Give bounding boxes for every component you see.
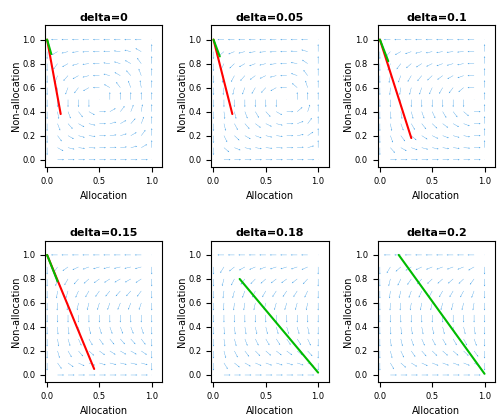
X-axis label: Allocation: Allocation: [246, 407, 294, 417]
Title: delta=0.2: delta=0.2: [406, 228, 467, 239]
X-axis label: Allocation: Allocation: [80, 191, 128, 201]
Title: delta=0.1: delta=0.1: [406, 13, 467, 23]
Y-axis label: Non-allocation: Non-allocation: [10, 276, 20, 346]
X-axis label: Allocation: Allocation: [412, 407, 461, 417]
Title: delta=0.18: delta=0.18: [236, 228, 304, 239]
X-axis label: Allocation: Allocation: [80, 407, 128, 417]
Y-axis label: Non-allocation: Non-allocation: [344, 276, 353, 346]
Y-axis label: Non-allocation: Non-allocation: [177, 61, 187, 131]
Title: delta=0.05: delta=0.05: [236, 13, 304, 23]
Y-axis label: Non-allocation: Non-allocation: [344, 61, 353, 131]
X-axis label: Allocation: Allocation: [246, 191, 294, 201]
X-axis label: Allocation: Allocation: [412, 191, 461, 201]
Title: delta=0.15: delta=0.15: [70, 228, 138, 239]
Title: delta=0: delta=0: [79, 13, 128, 23]
Y-axis label: Non-allocation: Non-allocation: [177, 276, 187, 346]
Y-axis label: Non-allocation: Non-allocation: [10, 61, 20, 131]
